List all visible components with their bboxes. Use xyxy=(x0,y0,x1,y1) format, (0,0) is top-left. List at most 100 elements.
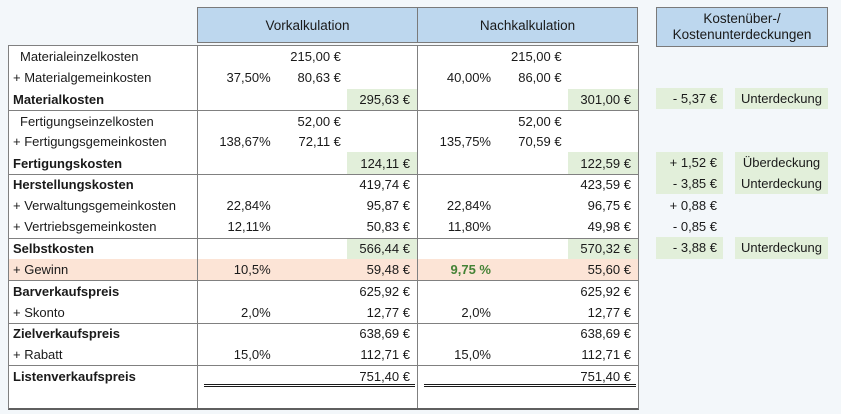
nach-calc-cell: 15,0% 112,71 € xyxy=(418,344,638,365)
row-label-cell: Fertigungseinzelkosten xyxy=(9,110,198,132)
deckung-label xyxy=(735,66,828,87)
row-label-cell: + Vertriebsgemeinkosten xyxy=(9,216,198,238)
deckung-value: - 0,85 € xyxy=(672,218,717,234)
nach-total-cell: 112,71 € xyxy=(581,347,631,363)
deckung-gap xyxy=(723,109,735,130)
nach-percent-cell xyxy=(418,366,495,386)
table-row: + Materialgemeinkosten 37,50% 80,63 € 40,00… xyxy=(9,67,638,89)
vor-percent-cell xyxy=(198,281,275,301)
vor-total-cell: 59,48 € xyxy=(366,262,410,278)
kostendeckung-row xyxy=(656,387,828,408)
nach-amount-cell xyxy=(495,195,568,216)
vor-amount-cell xyxy=(275,216,347,237)
deckung-value xyxy=(656,365,723,386)
vor-calc-cell: 419,74 € xyxy=(198,174,418,196)
deckung-label xyxy=(735,259,828,280)
nach-total-cell: 96,75 € xyxy=(587,198,631,214)
nach-percent-cell xyxy=(418,324,495,344)
nach-calc-cell: 570,32 € xyxy=(418,238,638,259)
vor-amount-cell xyxy=(275,152,347,173)
vor-percent-cell xyxy=(198,175,275,195)
deckung-value xyxy=(656,66,723,87)
vor-percent-cell xyxy=(198,324,275,344)
vor-total-cell: 751,40 € xyxy=(359,369,410,385)
table-row: Zielverkaufspreis 638,69 € 638,69 € xyxy=(9,322,638,345)
vor-calc-cell: 138,67% 72,11 € xyxy=(198,131,418,153)
deckung-label xyxy=(735,280,828,301)
deckung-value xyxy=(656,45,723,66)
row-label-cell: + Skonto xyxy=(9,301,198,323)
vor-amount-cell xyxy=(275,302,347,323)
vor-amount-cell: 80,63 € xyxy=(297,70,341,86)
vor-total-cell: 295,63 € xyxy=(346,88,417,110)
nach-amount-cell xyxy=(495,366,568,386)
nach-calc-cell: 122,59 € xyxy=(418,152,638,174)
nach-calc-cell: 52,00 € xyxy=(418,111,638,131)
nach-calc-cell xyxy=(418,387,638,408)
nach-percent-cell: 9,75 % xyxy=(450,262,491,278)
column-header-nachkalkulation: Nachkalkulation xyxy=(417,7,638,43)
deckung-label xyxy=(735,216,828,237)
nachkalkulation-label: Nachkalkulation xyxy=(479,17,576,33)
deckung-value: - 5,37 € xyxy=(656,87,723,110)
nach-total-cell: 625,92 € xyxy=(580,283,631,299)
deckung-gap xyxy=(723,216,735,237)
calculation-table: Materialeinzelkosten 215,00 € 215,00 € + Ma… xyxy=(8,45,639,410)
deckung-label xyxy=(735,130,828,151)
vor-calc-cell: 37,50% 80,63 € xyxy=(198,67,418,89)
nach-percent-cell xyxy=(418,387,495,408)
vor-calc-cell: 124,11 € xyxy=(198,152,418,174)
nach-calc-cell: 2,0% 12,77 € xyxy=(418,302,638,323)
nach-amount-cell: 215,00 € xyxy=(510,49,562,65)
vor-calc-cell: 15,0% 112,71 € xyxy=(198,344,418,366)
table-row: + Rabatt 15,0% 112,71 € 15,0% 112,71 € xyxy=(9,344,638,366)
nach-amount-cell xyxy=(495,89,568,110)
vor-total-cell xyxy=(347,131,417,152)
deckung-value xyxy=(656,323,723,344)
kostendeckung-row: - 3,88 € Unterdeckung xyxy=(656,237,828,259)
vor-calc-cell: 2,0% 12,77 € xyxy=(198,301,418,323)
vor-percent-cell xyxy=(198,239,275,259)
deckung-gap xyxy=(723,259,735,280)
vor-amount-cell xyxy=(275,387,347,408)
deckung-gap xyxy=(723,344,735,365)
nach-percent-cell: 135,75% xyxy=(439,134,491,150)
nach-calc-cell: 22,84% 96,75 € xyxy=(418,195,638,216)
deckung-value xyxy=(656,259,723,280)
vor-calc-cell: 215,00 € xyxy=(198,46,418,68)
nach-total-cell: 423,59 € xyxy=(580,177,631,193)
table-row: Listenverkaufspreis 751,40 € 751,40 € xyxy=(9,365,638,388)
deckung-value xyxy=(656,109,723,130)
nach-amount-cell: 70,59 € xyxy=(518,134,562,150)
nach-amount-cell xyxy=(495,387,568,408)
deckung-label: Unterdeckung xyxy=(735,173,828,195)
vor-percent-cell xyxy=(198,387,275,408)
vor-calc-cell: 638,69 € xyxy=(198,323,418,345)
vor-amount-cell: 215,00 € xyxy=(290,49,341,65)
deckung-label: Überdeckung xyxy=(735,151,828,174)
deckung-label xyxy=(735,323,828,344)
nach-total-cell xyxy=(568,46,638,67)
nach-calc-cell: 11,80% 49,98 € xyxy=(418,216,638,237)
nach-amount-cell xyxy=(495,281,568,301)
kostendeckung-row xyxy=(656,130,828,151)
row-label-cell xyxy=(9,386,198,408)
vor-amount-cell xyxy=(275,259,347,280)
nach-percent-cell: 11,80% xyxy=(447,219,491,235)
vor-total-cell: 638,69 € xyxy=(359,326,410,342)
kostendeckung-label-line2: Kostenunterdeckungen xyxy=(672,27,812,42)
vor-amount-cell xyxy=(275,324,347,344)
nach-amount-cell xyxy=(495,344,568,365)
deckung-label xyxy=(735,365,828,386)
nach-percent-cell: 2,0% xyxy=(461,304,491,320)
nach-percent-cell: 15,0% xyxy=(454,347,491,363)
vorkalkulation-label: Vorkalkulation xyxy=(265,17,350,33)
deckung-label xyxy=(735,109,828,130)
table-row: + Skonto 2,0% 12,77 € 2,0% 12,77 € xyxy=(9,301,638,323)
nach-total-cell xyxy=(568,131,638,152)
vor-percent-cell xyxy=(198,366,275,386)
nach-percent-cell xyxy=(418,281,495,301)
nach-total-cell: 12,77 € xyxy=(587,304,631,320)
nach-percent-cell xyxy=(418,152,495,173)
nach-total-cell xyxy=(568,111,638,131)
